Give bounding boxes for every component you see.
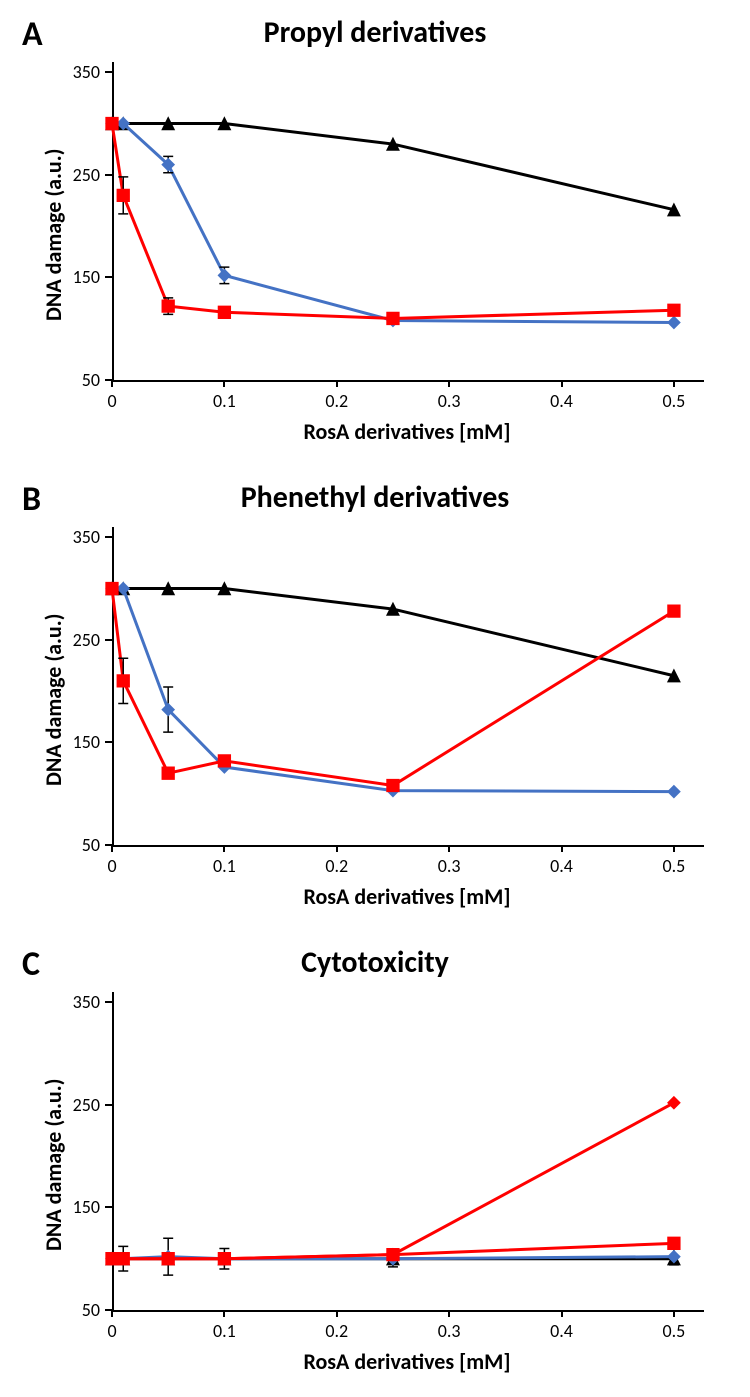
x-tick-label: 0	[92, 855, 132, 877]
x-tick-mark	[111, 380, 113, 387]
y-tick-mark	[105, 536, 112, 538]
panel-title: Phenethyl derivatives	[0, 479, 750, 516]
x-tick-label: 0.2	[317, 390, 357, 412]
x-tick-mark	[673, 380, 675, 387]
series-red-marker	[117, 675, 129, 687]
series-red-marker	[117, 189, 129, 201]
y-tick-label: 150	[73, 266, 100, 288]
series-blue-marker	[218, 269, 230, 281]
x-tick-mark	[673, 845, 675, 852]
y-tick-label: 350	[73, 61, 100, 83]
y-tick-mark	[105, 1001, 112, 1003]
series-layer	[112, 527, 702, 845]
series-red-square-marker	[668, 1237, 680, 1249]
y-axis-label: DNA damage (a.u.)	[40, 1079, 67, 1251]
y-tick-label: 250	[73, 164, 100, 186]
figure: APropyl derivativesDNA damage (a.u.)RosA…	[0, 0, 750, 1397]
x-tick-mark	[448, 380, 450, 387]
series-layer	[112, 992, 702, 1310]
y-tick-mark	[105, 71, 112, 73]
x-tick-mark	[448, 1310, 450, 1317]
x-tick-label: 0.3	[429, 855, 469, 877]
x-tick-mark	[336, 845, 338, 852]
series-blue-marker	[668, 786, 680, 798]
x-tick-label: 0.5	[654, 1320, 694, 1342]
y-tick-label: 250	[73, 629, 100, 651]
x-axis-label: RosA derivatives [mM]	[112, 1348, 702, 1375]
x-tick-label: 0.1	[204, 855, 244, 877]
panel-title: Propyl derivatives	[0, 14, 750, 51]
series-blue-line	[112, 124, 674, 323]
series-red-marker	[162, 767, 174, 779]
series-red-marker	[387, 779, 399, 791]
x-tick-label: 0.4	[542, 390, 582, 412]
x-tick-label: 0.1	[204, 1320, 244, 1342]
series-red-marker	[106, 582, 118, 594]
x-axis-label: RosA derivatives [mM]	[112, 418, 702, 445]
series-red-marker	[668, 605, 680, 617]
y-axis-label: DNA damage (a.u.)	[40, 149, 67, 321]
series-red-marker	[218, 306, 230, 318]
x-tick-label: 0.4	[542, 855, 582, 877]
y-tick-mark	[105, 1206, 112, 1208]
x-tick-mark	[223, 845, 225, 852]
x-tick-label: 0.2	[317, 855, 357, 877]
x-tick-label: 0.3	[429, 390, 469, 412]
y-tick-label: 50	[82, 1299, 100, 1321]
y-tick-label: 350	[73, 526, 100, 548]
series-red-marker	[218, 755, 230, 767]
x-tick-label: 0.1	[204, 390, 244, 412]
series-red-marker	[162, 300, 174, 312]
series-blue-line	[112, 589, 674, 792]
y-tick-mark	[105, 276, 112, 278]
series-red-line	[112, 589, 674, 786]
x-tick-mark	[336, 1310, 338, 1317]
y-tick-mark	[105, 1104, 112, 1106]
x-tick-label: 0	[92, 1320, 132, 1342]
y-tick-mark	[105, 639, 112, 641]
series-red-marker	[106, 117, 118, 129]
y-tick-label: 50	[82, 369, 100, 391]
y-tick-mark	[105, 174, 112, 176]
x-tick-label: 0.4	[542, 1320, 582, 1342]
x-tick-mark	[561, 1310, 563, 1317]
x-tick-mark	[336, 380, 338, 387]
x-tick-mark	[561, 380, 563, 387]
series-red-diamond-marker	[668, 1097, 680, 1109]
panel-b: BPhenethyl derivativesDNA damage (a.u.)R…	[0, 465, 750, 930]
x-tick-mark	[673, 1310, 675, 1317]
series-red-marker	[387, 312, 399, 324]
y-tick-label: 50	[82, 834, 100, 856]
x-tick-mark	[561, 845, 563, 852]
x-tick-label: 0.5	[654, 390, 694, 412]
series-red-marker	[668, 304, 680, 316]
series-red-diamond-line	[112, 1103, 674, 1259]
series-layer	[112, 62, 702, 380]
x-tick-mark	[111, 845, 113, 852]
x-tick-mark	[223, 380, 225, 387]
y-tick-label: 150	[73, 1196, 100, 1218]
x-tick-label: 0.3	[429, 1320, 469, 1342]
y-tick-label: 150	[73, 731, 100, 753]
x-tick-label: 0	[92, 390, 132, 412]
x-tick-mark	[448, 845, 450, 852]
y-tick-label: 250	[73, 1094, 100, 1116]
y-axis-label: DNA damage (a.u.)	[40, 614, 67, 786]
x-tick-mark	[223, 1310, 225, 1317]
x-tick-label: 0.5	[654, 855, 694, 877]
y-tick-mark	[105, 741, 112, 743]
x-tick-label: 0.2	[317, 1320, 357, 1342]
series-black-line	[112, 124, 674, 210]
panel-title: Cytotoxicity	[0, 944, 750, 981]
panel-c: CCytotoxicityDNA damage (a.u.)RosA deriv…	[0, 930, 750, 1395]
panel-a: APropyl derivativesDNA damage (a.u.)RosA…	[0, 0, 750, 465]
x-axis-label: RosA derivatives [mM]	[112, 883, 702, 910]
x-tick-mark	[111, 1310, 113, 1317]
series-blue-marker	[668, 316, 680, 328]
y-tick-label: 350	[73, 991, 100, 1013]
